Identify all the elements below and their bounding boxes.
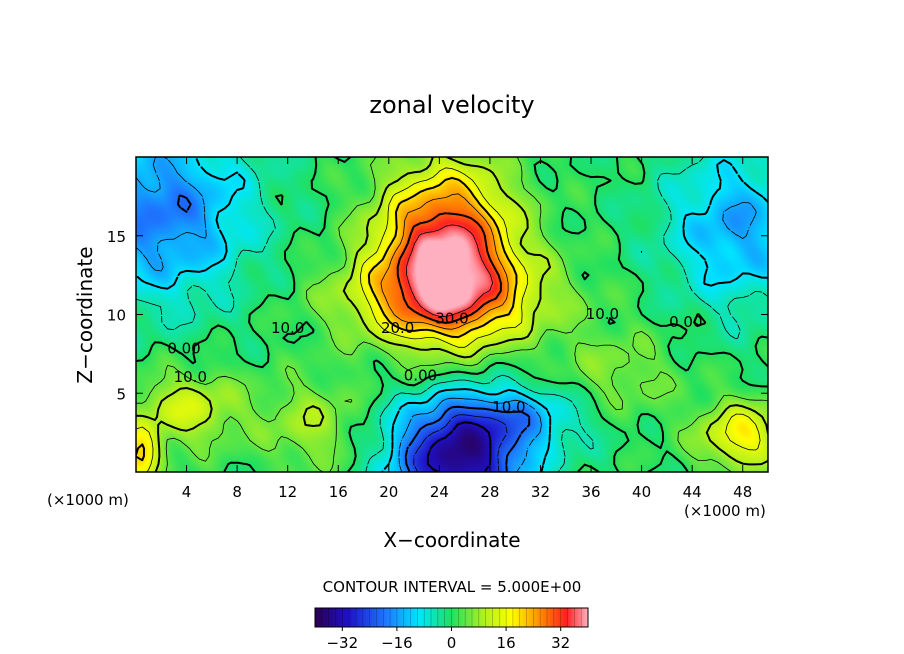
x-tick-label: 20 [379, 483, 398, 501]
colorbar-tick-label: 16 [497, 634, 516, 652]
colorbar-tick-label: −16 [381, 634, 413, 652]
contour-label: 0.00 [167, 340, 200, 358]
contour-label: 10.0 [271, 319, 304, 337]
contour-label: 0.00 [669, 313, 702, 331]
contour-level-20 [136, 176, 518, 462]
contour-level-35 [405, 224, 493, 317]
colorbar-stripes [321, 608, 582, 627]
y-tick-label: 15 [107, 228, 126, 246]
x-tick-label: 4 [182, 483, 192, 501]
contour-level-10 [136, 157, 768, 472]
colorbar: −32 −16 0 16 32 [314, 607, 589, 652]
x-tick-label: 48 [733, 483, 752, 501]
x-tick-label: 44 [683, 483, 702, 501]
x-unit-left: (×1000 m) [47, 491, 129, 509]
contour-level--20 [177, 194, 531, 472]
colorbar-tick-label: 32 [551, 634, 570, 652]
x-axis-label: X−coordinate [383, 528, 520, 552]
contour-level--15 [136, 157, 757, 472]
contour-level-30 [396, 212, 502, 324]
contour-label: 0.00 [404, 366, 437, 384]
y-axis-label: Z−coordinate [73, 246, 97, 383]
contour-lines [136, 157, 768, 472]
contour-interval-text: CONTOUR INTERVAL = 5.000E+00 [323, 578, 582, 596]
colorbar-tick-label: 0 [447, 634, 457, 652]
contour-level-15 [136, 167, 761, 472]
contour-label: 10.0 [586, 305, 619, 323]
y-tick-label: 10 [107, 307, 126, 325]
contour-level-5 [136, 157, 768, 472]
x-axis-ticks: 4 8 12 16 20 24 28 32 36 40 44 48 [182, 157, 752, 501]
contour-level--5 [136, 157, 768, 472]
contour-level--30 [426, 421, 492, 472]
x-tick-label: 28 [480, 483, 499, 501]
x-tick-label: 12 [278, 483, 297, 501]
x-tick-label: 8 [232, 483, 242, 501]
x-tick-label: 32 [531, 483, 550, 501]
contour-labels: 0.00 10.0 10.0 20.0 30.0 0.00 10.0 10.0 0.00 [167, 305, 702, 416]
colorbar-tick-label: −32 [326, 634, 358, 652]
x-tick-label: 40 [632, 483, 651, 501]
colorbar-fill [315, 608, 588, 627]
x-tick-label: 36 [581, 483, 600, 501]
velocity-field [136, 157, 768, 472]
chart-title: zonal velocity [369, 91, 534, 119]
contour-label: 30.0 [435, 310, 468, 328]
contour-label: 10.0 [174, 368, 207, 386]
y-axis-ticks: 5 10 15 [107, 228, 768, 403]
contour-label: 10.0 [492, 398, 525, 416]
x-tick-label: 16 [329, 483, 348, 501]
x-unit-right: (×1000 m) [684, 502, 766, 520]
contour-label: 20.0 [381, 319, 414, 337]
contour-level--25 [413, 414, 508, 472]
contour-level-25 [380, 193, 509, 330]
x-tick-label: 24 [430, 483, 449, 501]
y-tick-label: 5 [116, 385, 126, 403]
colorbar-ticks: −32 −16 0 16 32 [326, 627, 570, 652]
